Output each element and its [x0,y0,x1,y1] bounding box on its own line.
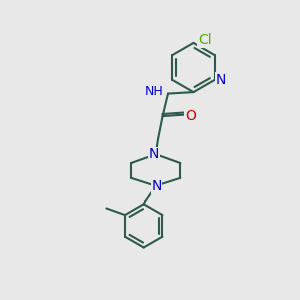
Text: N: N [152,179,162,193]
Text: Cl: Cl [198,33,212,47]
Text: N: N [149,147,159,161]
Text: N: N [216,73,226,87]
Text: NH: NH [145,85,164,98]
Text: O: O [185,109,196,123]
